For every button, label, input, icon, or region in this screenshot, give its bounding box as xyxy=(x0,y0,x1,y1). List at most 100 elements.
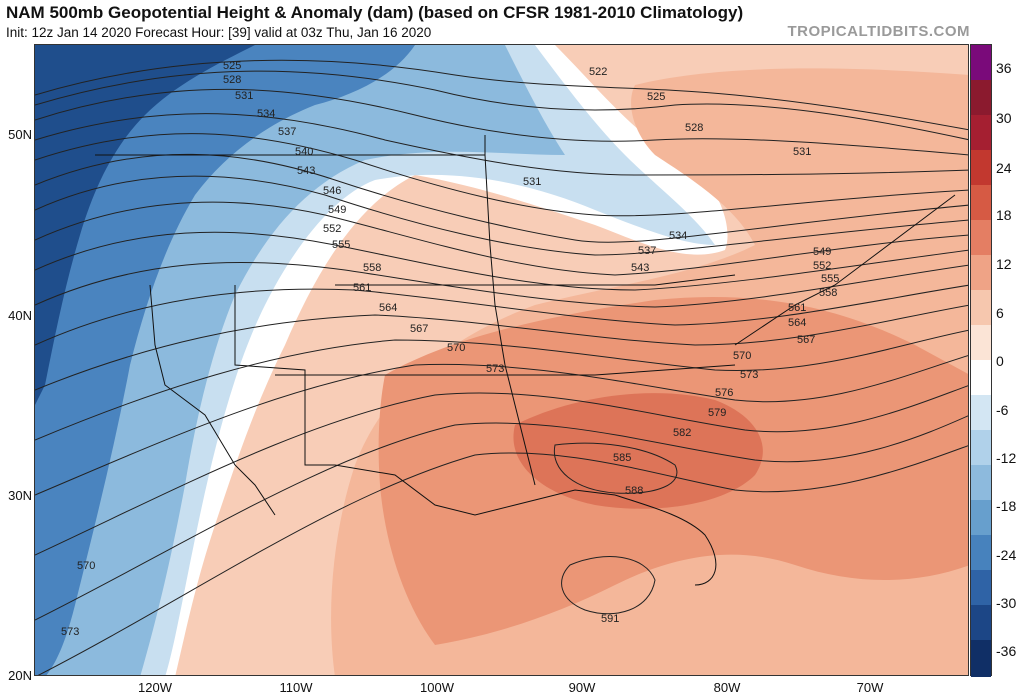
colorbar-segment xyxy=(971,395,991,430)
contour-line xyxy=(553,442,678,494)
contour-line xyxy=(35,261,968,308)
brand-watermark: TROPICALTIDBITS.COM xyxy=(787,23,970,40)
contour-label: 537 xyxy=(278,126,296,138)
anomaly-map: 525 528 531 534 537 540 543 546 549 552 … xyxy=(35,45,968,675)
contour-label: 561 xyxy=(353,282,371,294)
contour-label: 570 xyxy=(447,342,465,354)
colorbar-segment xyxy=(971,430,991,465)
contour-label: 579 xyxy=(708,407,726,419)
contour-label: 555 xyxy=(821,273,839,285)
contour-label: 564 xyxy=(788,317,806,329)
colorbar-segment xyxy=(971,290,991,325)
contour-label: 522 xyxy=(589,66,607,78)
colorbar-tick: -12 xyxy=(996,450,1017,466)
colorbar-segment xyxy=(971,325,991,360)
contour-label: 573 xyxy=(740,369,758,381)
contour-label: 567 xyxy=(410,323,428,335)
colorbar-segment xyxy=(971,500,991,535)
lon-label-90w: 90W xyxy=(568,680,596,695)
contour-line xyxy=(35,304,968,391)
contour-label: 573 xyxy=(486,363,504,375)
colorbar-segment xyxy=(971,605,991,640)
colorbar-tick: 24 xyxy=(996,160,1012,176)
contour-label: 543 xyxy=(297,165,315,177)
contour-label: 576 xyxy=(715,387,733,399)
colorbar-segment xyxy=(971,185,991,220)
contour-line xyxy=(35,415,968,621)
colorbar xyxy=(970,44,992,677)
border-line xyxy=(484,154,536,486)
contour-label: 531 xyxy=(523,176,541,188)
contour-label: 570 xyxy=(733,350,751,362)
contour-line xyxy=(35,59,968,131)
lat-label-50n: 50N xyxy=(8,127,32,142)
contour-label: 564 xyxy=(379,302,397,314)
contour-line xyxy=(35,175,968,256)
contour-label: 552 xyxy=(323,223,341,235)
colorbar-segment xyxy=(971,255,991,290)
lat-label-30n: 30N xyxy=(8,488,32,503)
colorbar-tick: 0 xyxy=(996,353,1004,369)
coastline xyxy=(734,194,956,346)
border-line xyxy=(335,274,736,286)
contour-label: 537 xyxy=(638,245,656,257)
colorbar-segment xyxy=(971,640,991,677)
contour-label: 525 xyxy=(647,91,665,103)
map-subtitle: Init: 12z Jan 14 2020 Forecast Hour: [39… xyxy=(6,25,432,40)
contour-line xyxy=(35,231,968,291)
contour-line xyxy=(35,355,968,496)
border-line xyxy=(234,285,616,516)
colorbar-tick: -18 xyxy=(996,498,1017,514)
colorbar-tick: -24 xyxy=(996,547,1017,563)
lon-label-110w: 110W xyxy=(279,680,313,695)
contour-label: 549 xyxy=(813,246,831,258)
colorbar-segment xyxy=(971,115,991,150)
contour-label: 528 xyxy=(685,122,703,134)
contour-label: 588 xyxy=(625,485,643,497)
contour-line xyxy=(35,88,968,156)
strong-negative-anomaly xyxy=(35,45,255,405)
contour-label: 540 xyxy=(295,146,313,158)
contour-label: 558 xyxy=(363,262,381,274)
colorbar-tick: -36 xyxy=(996,643,1017,659)
lat-label-20n: 20N xyxy=(8,668,32,683)
colorbar-segment xyxy=(971,220,991,255)
contour-label: 582 xyxy=(673,427,691,439)
contour-line xyxy=(35,385,968,556)
contour-label: 558 xyxy=(819,287,837,299)
colorbar-segment xyxy=(971,360,991,395)
colorbar-segment xyxy=(971,80,991,115)
colorbar-segment xyxy=(971,45,991,80)
colorbar-tick: -6 xyxy=(996,402,1009,418)
lon-label-80w: 80W xyxy=(713,680,741,695)
geography-outlines xyxy=(95,135,956,586)
contour-label: 549 xyxy=(328,204,346,216)
contour-line xyxy=(35,153,968,243)
contour-label: 546 xyxy=(323,185,341,197)
contour-label: 591 xyxy=(601,613,619,625)
contour-label: 534 xyxy=(257,108,275,120)
contour-label: 531 xyxy=(235,90,253,102)
contour-line xyxy=(35,70,968,141)
contour-line xyxy=(35,284,968,346)
contour-label: 585 xyxy=(613,452,631,464)
contour-line xyxy=(35,329,968,441)
contour-labels: 525 528 531 534 537 540 543 546 549 552 … xyxy=(61,60,839,638)
coastline xyxy=(149,284,276,516)
colorbar-tick: 12 xyxy=(996,256,1012,272)
coastline xyxy=(614,494,717,586)
lon-label-70w: 70W xyxy=(856,680,884,695)
colorbar-segment xyxy=(971,570,991,605)
lat-label-40n: 40N xyxy=(8,308,32,323)
colorbar-tick: 36 xyxy=(996,60,1012,76)
contour-label: 561 xyxy=(788,302,806,314)
contour-line xyxy=(35,201,968,276)
contour-label: 567 xyxy=(797,334,815,346)
colorbar-segment xyxy=(971,535,991,570)
contour-label: 543 xyxy=(631,262,649,274)
colorbar-tick: 18 xyxy=(996,207,1012,223)
contour-label: 552 xyxy=(813,260,831,272)
lon-label-120w: 120W xyxy=(138,680,172,695)
border-line xyxy=(275,364,736,376)
map-panel: 525 528 531 534 537 540 543 546 549 552 … xyxy=(34,44,969,676)
